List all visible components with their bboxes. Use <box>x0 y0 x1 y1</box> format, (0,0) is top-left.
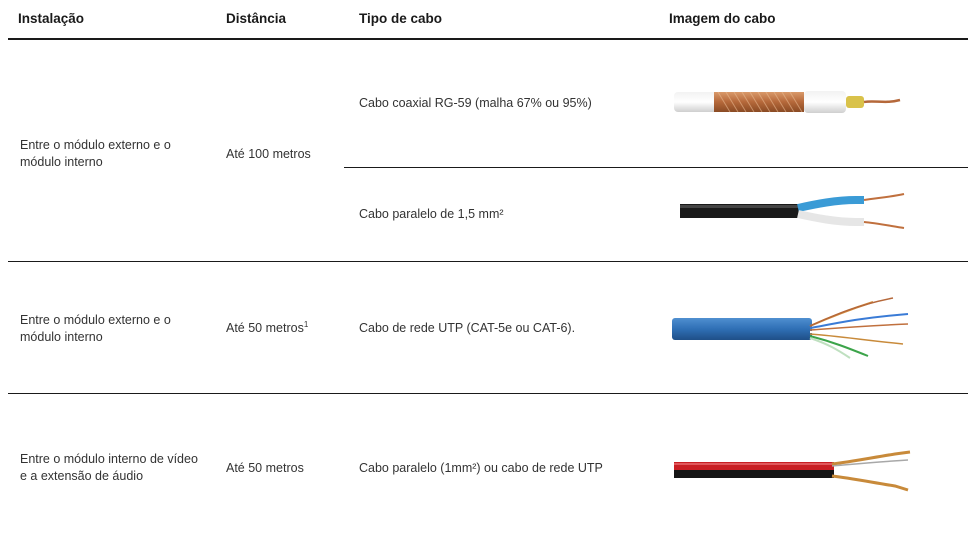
coaxial-cable-image <box>674 91 901 113</box>
row3-cabo-tipo: Cabo paralelo (1mm²) ou cabo de rede UTP <box>359 461 603 475</box>
row1-instalacao: Entre o módulo externo e o módulo intern… <box>20 138 171 169</box>
row1-cabo2-tipo: Cabo paralelo de 1,5 mm² <box>359 207 504 221</box>
red-black-cable-image <box>674 450 911 492</box>
header-tipo-de-cabo: Tipo de cabo <box>359 11 443 26</box>
row2-cabo-tipo: Cabo de rede UTP (CAT-5e ou CAT-6). <box>359 321 576 335</box>
header-divider <box>8 38 968 40</box>
row2-divider <box>8 393 968 394</box>
parallel-cable-image <box>680 193 905 229</box>
row1-divider <box>8 261 968 262</box>
header-distancia: Distância <box>226 11 287 26</box>
footnote-marker: 1 <box>303 319 309 329</box>
utp-cable-image <box>672 297 909 359</box>
row2-distancia: Até 50 metros1 <box>226 319 309 335</box>
row3-instalacao: Entre o módulo interno de vídeo e a exte… <box>20 452 198 483</box>
row1-distancia: Até 100 metros <box>226 147 311 161</box>
row1-subdivider <box>344 167 968 168</box>
row3-distancia: Até 50 metros <box>226 461 304 475</box>
row2-instalacao: Entre o módulo externo e o módulo intern… <box>20 313 171 344</box>
header-instalacao: Instalação <box>18 11 85 26</box>
row1-cabo1-tipo: Cabo coaxial RG-59 (malha 67% ou 95%) <box>359 96 592 110</box>
header-imagem-do-cabo: Imagem do cabo <box>669 11 776 26</box>
